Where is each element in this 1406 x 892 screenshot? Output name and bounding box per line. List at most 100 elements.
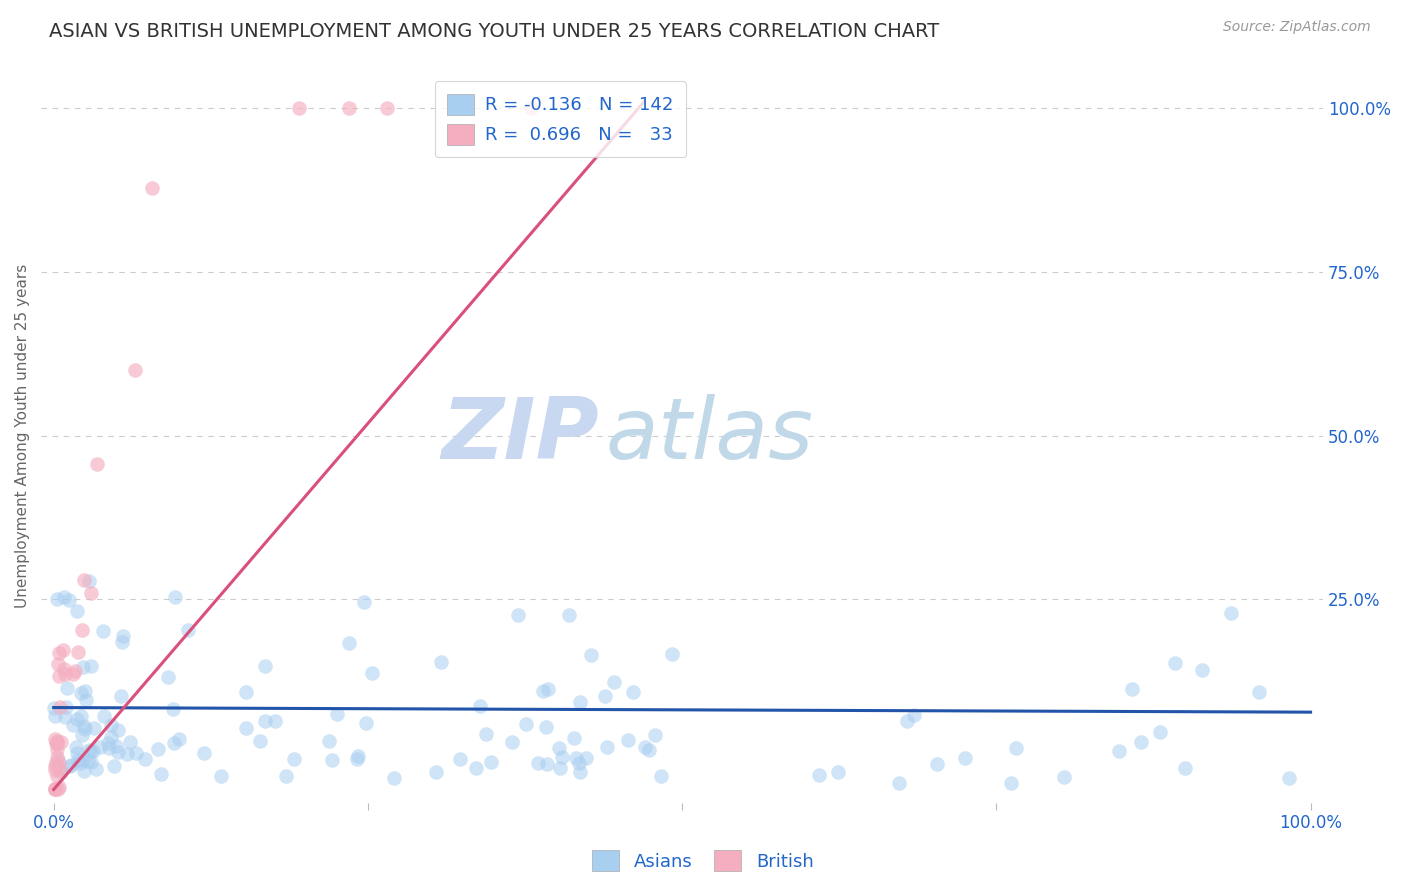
Point [45,736,67,750]
Point [44,782,66,797]
Point [48,646,70,660]
Point [575,751,598,765]
Point [65,739,87,754]
Point [354,715,377,730]
Point [283,752,305,766]
Point [86,457,108,471]
Point [479,755,502,769]
Point [44,709,66,723]
Point [537,681,560,696]
Point [382,771,405,785]
Point [162,702,184,716]
Point [249,734,271,748]
Point [58,593,80,607]
Point [98,740,121,755]
Point [72,753,94,767]
Point [515,716,537,731]
Point [46,735,69,749]
Point [235,721,257,735]
Point [1174,761,1197,775]
Point [93,624,115,639]
Point [955,751,977,765]
Point [468,698,491,713]
Point [536,756,558,771]
Point [562,731,585,745]
Point [44,782,66,797]
Point [1219,606,1241,620]
Point [193,746,215,760]
Y-axis label: Unemployment Among Youth under 25 years: Unemployment Among Youth under 25 years [15,263,30,607]
Point [46,753,69,767]
Point [62,718,84,732]
Point [73,719,96,733]
Point [254,714,277,728]
Point [117,747,139,762]
Point [100,731,122,745]
Point [568,756,591,771]
Point [634,739,657,754]
Point [112,629,135,643]
Point [44,759,66,773]
Point [361,665,384,680]
Point [70,728,93,742]
Point [46,592,69,607]
Point [107,723,129,737]
Point [82,743,104,757]
Point [66,712,89,726]
Point [46,749,69,764]
Point [603,675,626,690]
Point [48,669,70,683]
Point [150,766,173,780]
Point [346,752,368,766]
Point [73,574,96,588]
Text: Source: ZipAtlas.com: Source: ZipAtlas.com [1223,20,1371,34]
Point [1121,682,1143,697]
Point [1004,741,1026,756]
Point [80,744,103,758]
Point [558,608,581,623]
Point [827,764,849,779]
Point [321,753,343,767]
Point [263,714,285,728]
Point [44,782,66,797]
Point [66,753,89,767]
Point [59,759,82,773]
Point [69,756,91,770]
Point [579,648,602,663]
Point [347,749,370,764]
Point [254,659,277,673]
Point [337,101,360,115]
Point [429,655,451,669]
Point [644,728,666,742]
Point [70,686,93,700]
Point [75,684,97,698]
Point [551,750,574,764]
Point [45,742,67,756]
Point [77,574,100,589]
Text: atlas: atlas [605,394,813,477]
Point [42,701,65,715]
Point [163,736,186,750]
Legend: Asians, British: Asians, British [585,843,821,879]
Point [93,708,115,723]
Point [65,664,87,678]
Point [110,689,132,703]
Point [111,635,134,649]
Point [48,756,70,771]
Point [83,721,105,735]
Point [889,776,911,790]
Point [596,739,619,754]
Point [593,690,616,704]
Point [548,740,571,755]
Point [1191,663,1213,677]
Point [808,768,831,782]
Point [89,739,111,754]
Point [67,645,90,659]
Point [52,643,75,657]
Point [53,661,76,675]
Point [44,731,66,746]
Point [235,685,257,699]
Point [45,756,67,771]
Point [46,734,69,748]
Point [80,586,103,600]
